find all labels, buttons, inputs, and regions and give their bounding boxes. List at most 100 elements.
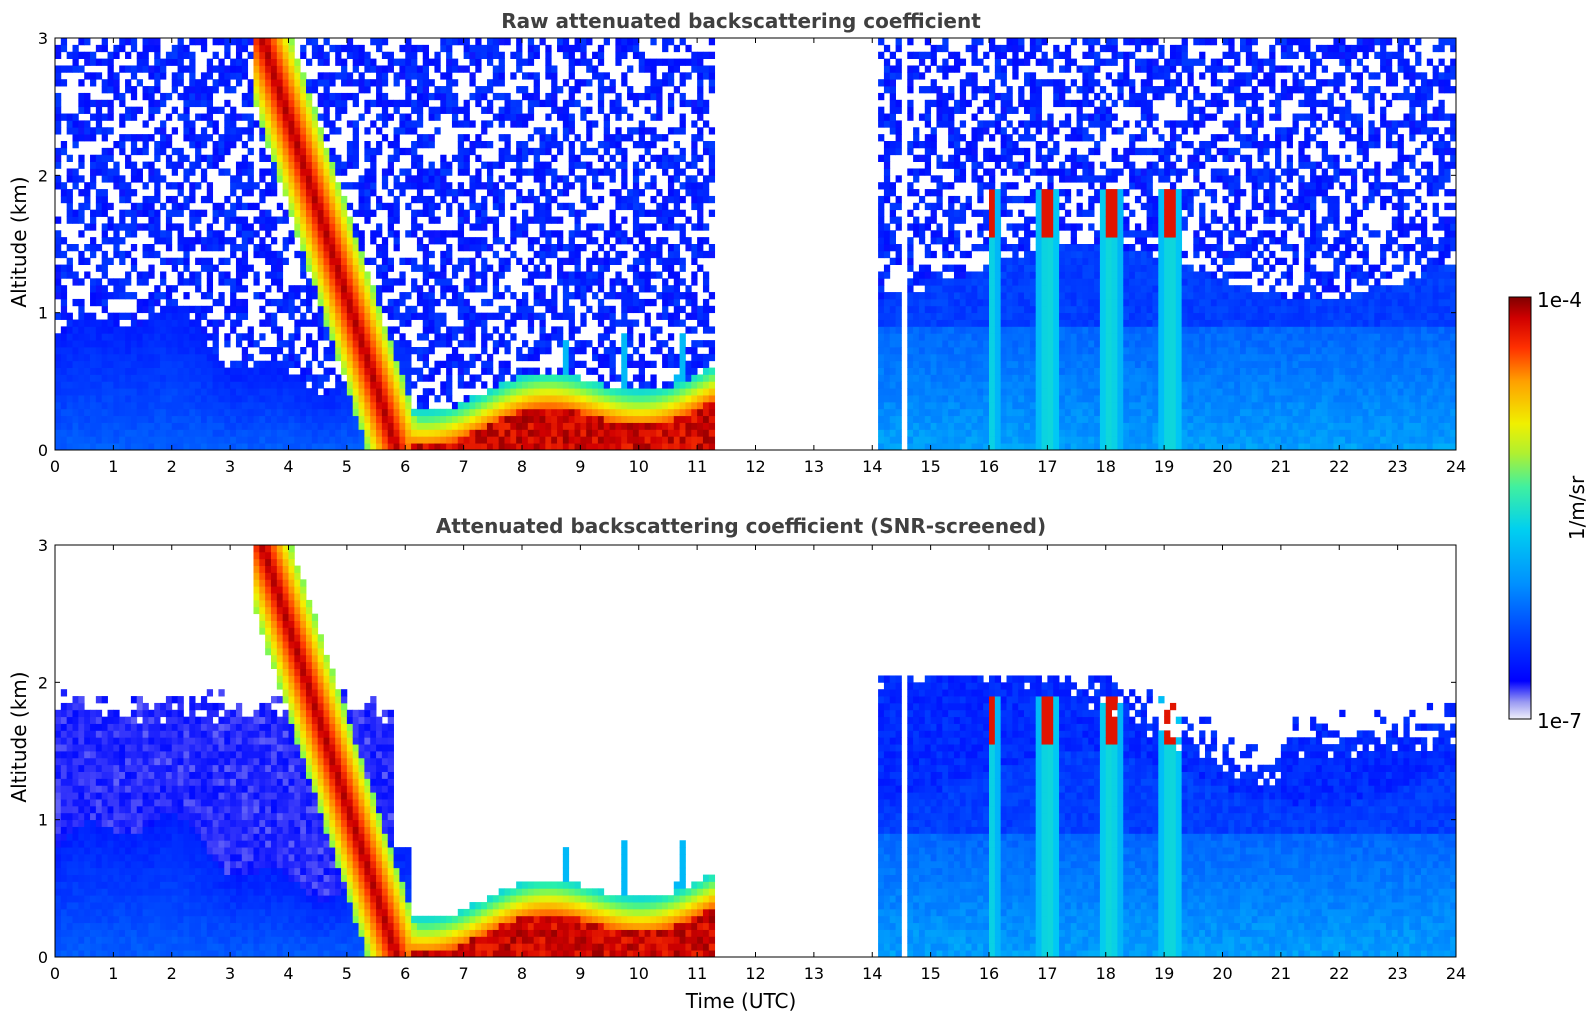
heatmap-cell xyxy=(440,106,447,114)
heatmap-cell xyxy=(341,237,348,245)
heatmap-cell xyxy=(148,415,155,423)
heatmap-cell xyxy=(364,353,371,362)
heatmap-cell xyxy=(428,305,435,314)
heatmap-cell xyxy=(667,106,675,114)
heatmap-cell xyxy=(282,58,289,66)
heatmap-cell xyxy=(171,395,178,403)
heatmap-cell xyxy=(270,113,278,121)
heatmap-cell xyxy=(463,422,470,430)
heatmap-cell xyxy=(346,401,354,410)
heatmap-cell xyxy=(446,189,453,197)
heatmap-cell xyxy=(335,408,342,417)
heatmap-cell xyxy=(498,161,505,169)
heatmap-cell xyxy=(270,401,278,410)
heatmap-cell xyxy=(282,127,289,135)
heatmap-cell xyxy=(393,305,400,314)
heatmap-cell xyxy=(78,161,85,169)
heatmap-cell xyxy=(691,374,698,382)
heatmap-cell xyxy=(265,189,272,197)
heatmap-cell xyxy=(381,51,389,59)
heatmap-cell xyxy=(918,113,926,121)
heatmap-cell xyxy=(650,182,657,190)
heatmap-cell xyxy=(481,195,488,204)
heatmap-cell xyxy=(154,326,161,334)
heatmap-cell xyxy=(335,127,342,135)
heatmap-cell xyxy=(270,271,278,279)
heatmap-cell xyxy=(621,319,628,327)
heatmap-cell xyxy=(294,250,301,259)
heatmap-cell xyxy=(230,319,237,327)
heatmap-cell xyxy=(638,353,645,362)
heatmap-cell xyxy=(393,436,400,444)
heatmap-cell xyxy=(90,340,97,348)
heatmap-cell xyxy=(311,347,319,355)
heatmap-cell xyxy=(568,271,575,279)
heatmap-cell xyxy=(189,340,196,348)
heatmap-cell xyxy=(259,223,266,231)
heatmap-cell xyxy=(95,292,103,300)
heatmap-cell xyxy=(381,278,389,286)
heatmap-cell xyxy=(481,367,488,375)
heatmap-cell xyxy=(341,415,348,423)
heatmap-cell xyxy=(504,408,511,417)
heatmap-cell xyxy=(469,147,476,156)
heatmap-cell xyxy=(498,154,505,162)
heatmap-cell xyxy=(212,415,219,423)
heatmap-cell xyxy=(136,415,143,423)
heatmap-cell xyxy=(66,360,73,368)
heatmap-cell xyxy=(306,127,313,135)
heatmap-cell xyxy=(486,415,494,423)
heatmap-cell xyxy=(171,360,178,368)
heatmap-cell xyxy=(387,347,394,355)
heatmap-cell xyxy=(84,443,91,451)
heatmap-cell xyxy=(632,92,640,101)
heatmap-cell xyxy=(282,367,289,375)
heatmap-cell xyxy=(504,182,511,190)
heatmap-cell xyxy=(119,312,126,320)
heatmap-cell xyxy=(597,141,605,149)
heatmap-cell xyxy=(160,257,167,265)
heatmap-cell xyxy=(463,147,470,156)
heatmap-cell xyxy=(924,250,932,259)
heatmap-cell xyxy=(335,278,342,286)
heatmap-cell xyxy=(206,189,214,197)
heatmap-cell xyxy=(539,443,546,451)
heatmap-cell xyxy=(883,189,891,197)
heatmap-cell xyxy=(160,443,167,451)
heatmap-cell xyxy=(341,401,348,410)
heatmap-cell xyxy=(282,436,289,444)
heatmap-cell xyxy=(557,333,564,341)
heatmap-cell xyxy=(200,312,208,320)
heatmap-cell xyxy=(101,189,108,197)
heatmap-cell xyxy=(177,326,184,334)
heatmap-cell xyxy=(650,401,657,410)
heatmap-cell xyxy=(341,285,348,293)
heatmap-cell xyxy=(679,38,686,46)
heatmap-cell xyxy=(130,106,138,114)
heatmap-cell xyxy=(335,429,342,437)
heatmap-cell xyxy=(358,244,365,252)
heatmap-cell xyxy=(918,141,926,149)
heatmap-cell xyxy=(376,44,383,53)
heatmap-cell xyxy=(364,312,371,320)
heatmap-cell xyxy=(440,182,447,190)
heatmap-cell xyxy=(154,72,161,80)
heatmap-cell xyxy=(708,250,716,259)
heatmap-cell xyxy=(154,79,161,87)
heatmap-cell xyxy=(463,168,470,176)
heatmap-cell xyxy=(656,429,663,437)
heatmap-cell xyxy=(265,257,272,265)
heatmap-cell xyxy=(416,298,424,307)
heatmap-cell xyxy=(130,395,138,403)
heatmap-cell xyxy=(667,209,675,217)
heatmap-cell xyxy=(142,333,149,341)
heatmap-cell xyxy=(708,147,716,156)
heatmap-cell xyxy=(119,65,126,73)
heatmap-cell xyxy=(504,326,511,334)
heatmap-cell xyxy=(323,401,330,410)
heatmap-cell xyxy=(451,285,459,293)
heatmap-cell xyxy=(498,360,505,368)
heatmap-cell xyxy=(924,106,932,114)
heatmap-cell xyxy=(265,408,272,417)
heatmap-cell xyxy=(673,141,681,149)
